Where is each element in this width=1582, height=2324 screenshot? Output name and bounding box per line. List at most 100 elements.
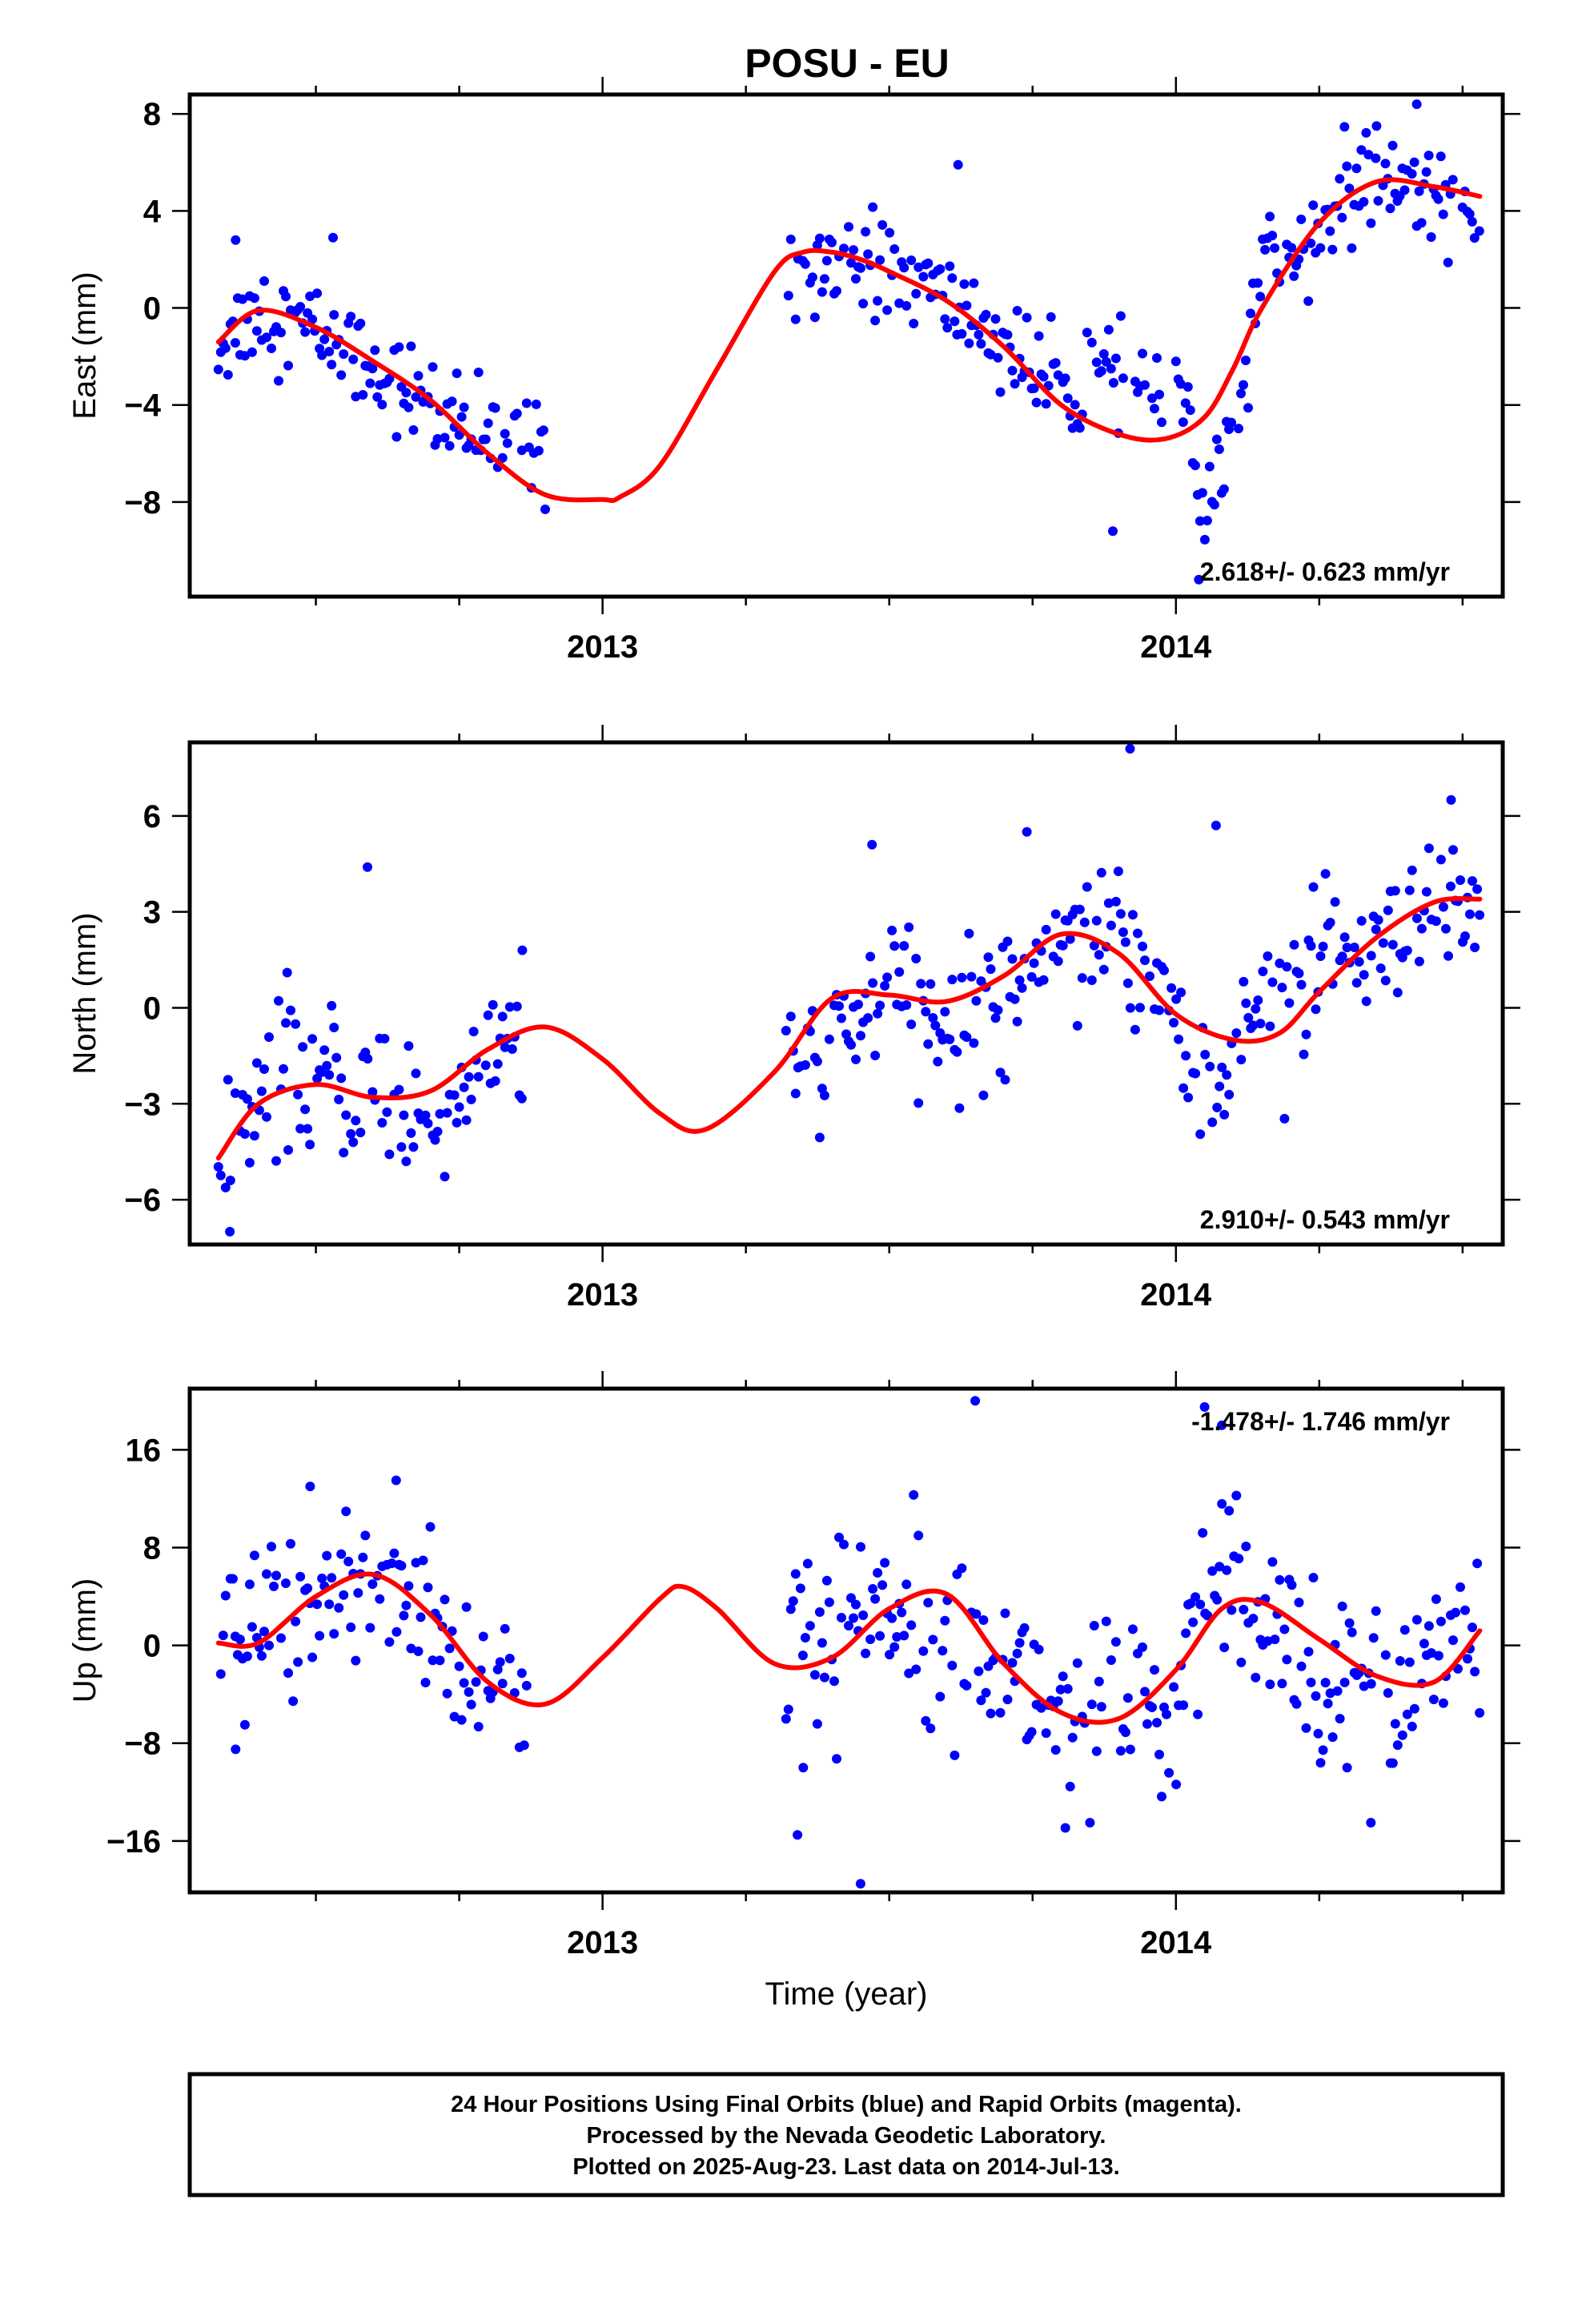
data-point [788,1596,798,1606]
data-point [887,925,897,935]
data-point [1301,1029,1311,1039]
data-point [986,349,996,360]
data-point [1335,1714,1345,1724]
data-point [1098,964,1109,975]
data-point [1463,1654,1472,1664]
data-point [399,1110,409,1120]
data-point [913,1098,924,1108]
data-point [1409,157,1419,167]
data-point [1392,1740,1403,1751]
data-point [809,1670,820,1680]
data-point [1113,866,1123,876]
data-point [1115,909,1126,919]
data-point [251,1058,262,1068]
data-point [495,1657,505,1667]
data-point [334,1094,344,1104]
data-point [1296,1661,1307,1671]
data-point [1315,1758,1326,1768]
data-point [1026,1727,1037,1737]
data-point [923,258,934,268]
data-point [882,972,893,983]
data-point [461,1602,472,1612]
x-tick-label: 2014 [1140,1925,1212,1960]
data-point [447,396,457,407]
data-point [1414,186,1424,196]
data-point [1241,356,1251,365]
data-point [856,1031,865,1041]
data-point [1296,214,1307,224]
data-point [1431,1594,1441,1604]
data-point [1467,216,1477,227]
data-point [242,1651,252,1662]
data-point [1127,910,1138,920]
data-point [865,1634,876,1644]
data-point [1267,231,1278,241]
y-axis-label: North (mm) [67,912,102,1074]
data-point [1034,331,1044,341]
data-point [1411,99,1422,110]
data-point [1361,996,1371,1007]
data-point [262,1112,271,1122]
data-point [351,1655,361,1666]
data-point [1475,910,1485,920]
data-point [239,1719,250,1730]
data-point [346,1128,356,1139]
data-point [1414,956,1424,967]
data-point [1472,884,1483,895]
data-point [516,1093,527,1104]
data-point [413,1647,424,1656]
data-point [1197,488,1207,498]
data-point [976,339,986,349]
data-point [1193,1709,1203,1719]
data-point [305,292,315,301]
data-point [1067,1732,1078,1743]
data-point [1270,243,1280,253]
data-point [1296,979,1307,990]
data-point [346,1622,356,1632]
data-point [497,452,508,463]
data-point [1022,312,1032,323]
data-point [856,1542,865,1552]
data-point [1199,534,1210,545]
data-point [468,1027,479,1037]
data-point [334,1602,344,1613]
data-point [978,1090,989,1100]
data-point [1303,1647,1314,1657]
data-point [1390,1719,1400,1729]
y-tick-label: −4 [124,388,161,424]
data-point [293,1657,303,1667]
data-point [899,263,909,273]
data-point [452,1117,462,1128]
data-point [1053,1696,1063,1707]
data-point [1255,292,1266,302]
data-point [492,1664,503,1675]
data-point [911,1664,921,1675]
data-point [790,314,801,324]
data-point [1108,526,1118,537]
data-point [1178,1083,1189,1093]
data-point [1361,127,1371,138]
data-point [215,1170,226,1180]
data-point [336,1549,347,1559]
data-point [821,1575,832,1586]
data-point [930,1020,941,1031]
data-point [1395,1656,1405,1666]
data-point [1058,940,1068,951]
data-point [406,1128,416,1138]
data-point [327,1000,337,1011]
data-point [875,1000,885,1011]
data-point [396,1561,407,1571]
data-point [1122,1693,1133,1703]
data-point [1387,140,1398,151]
plot-frame [187,1386,1505,1895]
data-point [1041,1728,1051,1739]
data-point [1214,444,1224,454]
data-point [1426,1648,1436,1659]
data-point [1366,1679,1376,1689]
x-tick-label: 2014 [1140,1277,1212,1313]
data-point [832,286,841,296]
data-point [1327,1732,1338,1743]
data-point [406,341,416,352]
data-point [1315,951,1326,961]
data-point [942,323,953,333]
